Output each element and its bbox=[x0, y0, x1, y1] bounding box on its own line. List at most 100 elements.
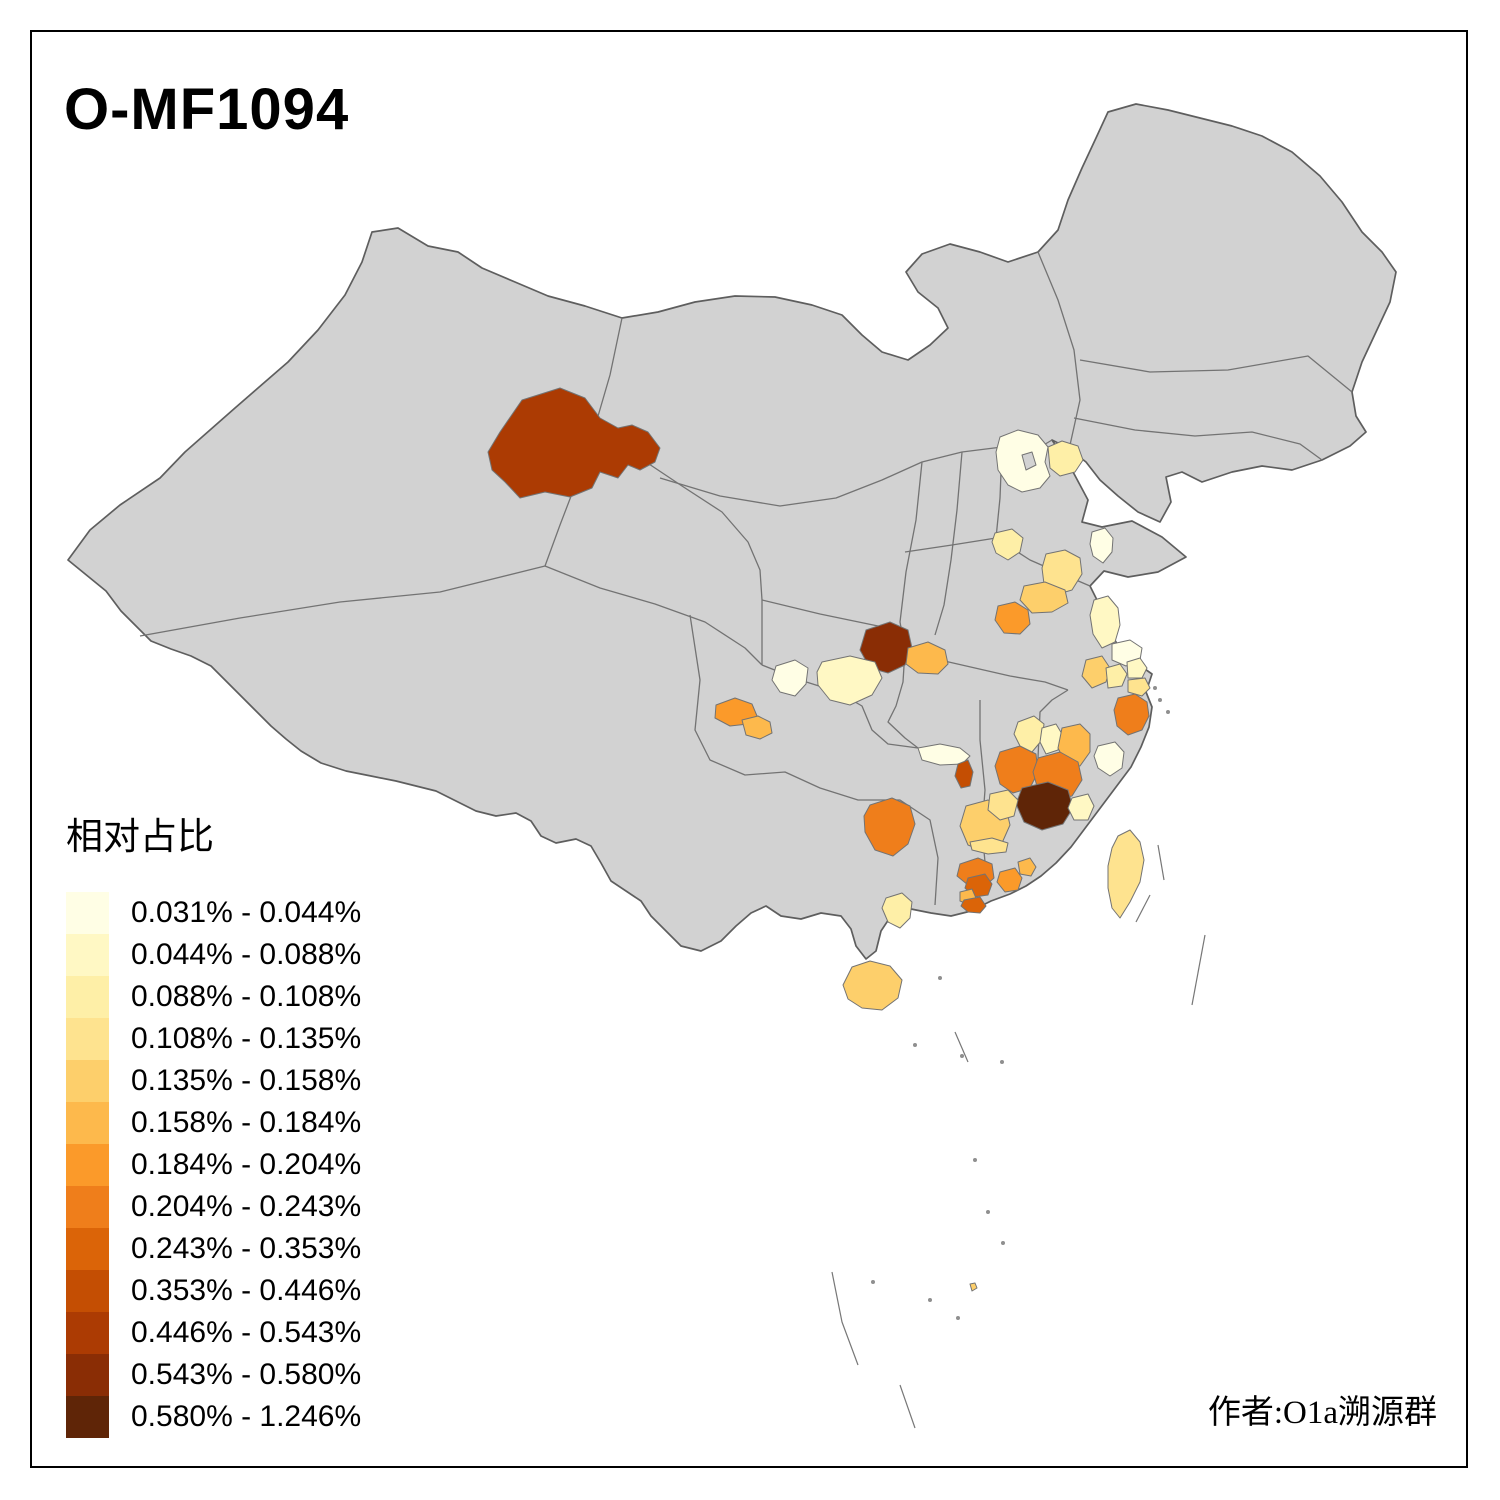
map-region-r45 bbox=[969, 1282, 978, 1292]
island-dot-7 bbox=[871, 1280, 875, 1284]
map-region-r18 bbox=[816, 655, 883, 706]
map-region-r07 bbox=[1019, 581, 1069, 614]
map-region-r02 bbox=[995, 429, 1051, 493]
province-border-16 bbox=[689, 614, 939, 906]
legend-swatch bbox=[66, 1102, 109, 1144]
legend-label: 0.580% - 1.246% bbox=[131, 1400, 362, 1433]
province-border-7 bbox=[1079, 355, 1353, 393]
map-region-r01 bbox=[487, 387, 661, 499]
legend-swatch bbox=[66, 934, 109, 976]
legend-swatch bbox=[66, 1354, 109, 1396]
map-region-r21 bbox=[741, 715, 773, 740]
island-dot-5 bbox=[986, 1210, 990, 1214]
legend-label: 0.446% - 0.543% bbox=[131, 1316, 362, 1349]
map-region-r24 bbox=[863, 797, 916, 857]
island-dot-12 bbox=[928, 1298, 932, 1302]
legend-swatch bbox=[66, 1396, 109, 1438]
sea-dash-2 bbox=[1135, 894, 1151, 923]
province-border-12 bbox=[904, 537, 997, 553]
legend-title: 相对占比 bbox=[66, 817, 214, 858]
legend-label: 0.108% - 0.135% bbox=[131, 1022, 362, 1055]
figure-title: O-MF1094 bbox=[64, 77, 350, 142]
legend: 相对占比 0.031% - 0.044% 0.044% - 0.088% 0.088… bbox=[66, 806, 361, 1438]
map-region-r38 bbox=[960, 896, 987, 914]
map-region-r13 bbox=[1126, 657, 1148, 679]
legend-label: 0.543% - 0.580% bbox=[131, 1358, 362, 1391]
legend-row-10: 0.353% - 0.446% bbox=[66, 1270, 361, 1312]
island-dot-1 bbox=[913, 1043, 917, 1047]
attribution-text: 作者:O1a溯源群 bbox=[1207, 1395, 1437, 1431]
island-dot-11 bbox=[1153, 686, 1157, 690]
legend-row-5: 0.135% - 0.158% bbox=[66, 1060, 361, 1102]
map-region-r04 bbox=[1089, 527, 1114, 564]
map-region-r23 bbox=[954, 759, 974, 789]
map-region-r41 bbox=[969, 837, 1009, 855]
legend-swatch bbox=[66, 976, 109, 1018]
map-region-r09 bbox=[1089, 595, 1121, 649]
province-border-19 bbox=[887, 649, 919, 749]
island-dot-9 bbox=[1158, 698, 1162, 702]
legend-label: 0.353% - 0.446% bbox=[131, 1274, 362, 1307]
map-region-r12 bbox=[1105, 663, 1128, 689]
legend-swatch bbox=[66, 1312, 109, 1354]
legend-row-6: 0.158% - 0.184% bbox=[66, 1102, 361, 1144]
map-region-r17 bbox=[905, 641, 949, 675]
legend-swatch bbox=[66, 1060, 109, 1102]
legend-swatch bbox=[66, 1186, 109, 1228]
legend-row-8: 0.204% - 0.243% bbox=[66, 1186, 361, 1228]
map-region-r28 bbox=[1039, 723, 1063, 755]
legend-swatch bbox=[66, 1228, 109, 1270]
legend-label: 0.088% - 0.108% bbox=[131, 980, 362, 1013]
map-region-r31 bbox=[1093, 741, 1125, 777]
legend-row-3: 0.088% - 0.108% bbox=[66, 976, 361, 1018]
map-region-r03 bbox=[1047, 440, 1084, 477]
legend-row-13: 0.580% - 1.246% bbox=[66, 1396, 361, 1438]
legend-swatch bbox=[66, 1144, 109, 1186]
legend-label: 0.243% - 0.353% bbox=[131, 1232, 362, 1265]
map-region-r32 bbox=[1015, 781, 1074, 831]
map-region-r34 bbox=[1067, 793, 1095, 821]
map-region-r08 bbox=[994, 601, 1031, 635]
legend-swatch bbox=[66, 1270, 109, 1312]
island-dot-2 bbox=[960, 1054, 964, 1058]
legend-row-12: 0.543% - 0.580% bbox=[66, 1354, 361, 1396]
map-region-r22 bbox=[917, 743, 971, 766]
sea-dash-4 bbox=[831, 1271, 859, 1366]
plot-border bbox=[30, 30, 1468, 1468]
legend-rows: 0.031% - 0.044% 0.044% - 0.088% 0.088% - 0… bbox=[66, 892, 361, 1438]
legend-label: 0.031% - 0.044% bbox=[131, 896, 362, 929]
province-border-8 bbox=[1073, 417, 1323, 461]
province-border-10 bbox=[934, 451, 963, 636]
map-region-notch bbox=[1021, 451, 1037, 471]
island-dot-3 bbox=[1000, 1060, 1004, 1064]
sea-dash-5 bbox=[899, 1384, 916, 1429]
legend-swatch bbox=[66, 1018, 109, 1060]
map-region-r05 bbox=[991, 528, 1024, 561]
legend-row-4: 0.108% - 0.135% bbox=[66, 1018, 361, 1060]
map-region-r11 bbox=[1081, 655, 1111, 689]
map-region-r43 bbox=[842, 960, 903, 1011]
map-region-r39 bbox=[996, 867, 1023, 893]
sea-dash-1 bbox=[1157, 844, 1165, 881]
legend-label: 0.158% - 0.184% bbox=[131, 1106, 362, 1139]
map-region-r40 bbox=[1017, 857, 1037, 877]
island-dot-6 bbox=[1001, 1241, 1005, 1245]
map-region-r42 bbox=[881, 892, 913, 929]
legend-row-7: 0.184% - 0.204% bbox=[66, 1144, 361, 1186]
legend-row-1: 0.031% - 0.044% bbox=[66, 892, 361, 934]
island-dot-13 bbox=[956, 1316, 960, 1320]
legend-label: 0.204% - 0.243% bbox=[131, 1190, 362, 1223]
map-region-r06 bbox=[1041, 549, 1083, 596]
map-region-r15 bbox=[1113, 693, 1150, 736]
legend-row-11: 0.446% - 0.543% bbox=[66, 1312, 361, 1354]
map-region-r44 bbox=[1107, 829, 1145, 919]
legend-label: 0.044% - 0.088% bbox=[131, 938, 362, 971]
map-region-r27 bbox=[1013, 715, 1045, 753]
island-dot-8 bbox=[938, 976, 942, 980]
island-dot-4 bbox=[973, 1158, 977, 1162]
province-border-1 bbox=[139, 565, 546, 637]
province-border-6 bbox=[1037, 251, 1081, 446]
legend-label: 0.135% - 0.158% bbox=[131, 1064, 362, 1097]
legend-row-2: 0.044% - 0.088% bbox=[66, 934, 361, 976]
